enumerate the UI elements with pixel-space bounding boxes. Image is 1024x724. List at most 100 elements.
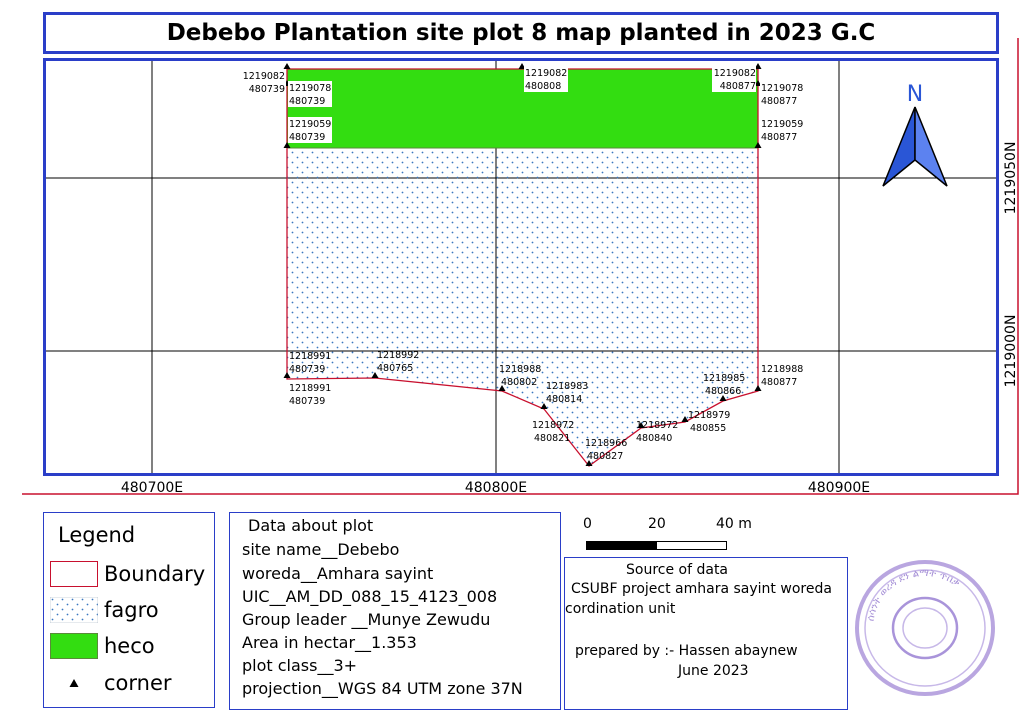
corner-label-n: 1219059 bbox=[289, 119, 331, 130]
corner-marker bbox=[754, 63, 762, 69]
corner-label-n: 1218988 bbox=[499, 364, 541, 375]
corner-label-n: 1219078 bbox=[289, 83, 331, 94]
corner-label-e: 480814 bbox=[546, 394, 582, 405]
corner-marker bbox=[371, 372, 379, 378]
corner-label: 1218988 480877 bbox=[761, 364, 803, 388]
boundary-swatch-icon bbox=[50, 561, 98, 587]
plot-info-heading: Data about plot bbox=[248, 516, 374, 535]
heco-swatch-icon bbox=[50, 633, 98, 659]
prepared-date: June 2023 bbox=[678, 663, 749, 679]
corner-marker bbox=[754, 142, 762, 148]
source-heading: Source of data bbox=[626, 562, 729, 578]
corner-label-n: 1219082 bbox=[243, 71, 285, 82]
heco-area bbox=[286, 68, 759, 149]
corner-label: 1218985 480866 bbox=[703, 373, 745, 397]
corner-label-n: 1218979 bbox=[688, 410, 730, 421]
corner-label: 1218992 480765 bbox=[377, 350, 419, 374]
legend-item-corner: corner bbox=[50, 668, 172, 698]
legend-label: Boundary bbox=[104, 562, 206, 586]
fagro-area bbox=[287, 148, 758, 466]
corner-label-e: 480855 bbox=[690, 423, 726, 434]
map-canvas: 1219082 480739 1219078 480739 1219059 48… bbox=[22, 38, 1019, 496]
corner-label-e: 480739 bbox=[289, 132, 325, 143]
corner-label: 1218972 480821 bbox=[532, 420, 574, 444]
corner-label-n: 1218991 bbox=[289, 383, 331, 394]
corner-marker bbox=[585, 460, 593, 466]
easting-label: 480800E bbox=[465, 480, 527, 496]
corner-label: 1219059 480877 bbox=[760, 117, 804, 143]
corner-marker bbox=[283, 63, 291, 69]
legend-label: corner bbox=[104, 671, 172, 695]
corner-label: 1218979 480855 bbox=[688, 410, 730, 434]
corner-label-n: 1218966 bbox=[585, 438, 627, 449]
easting-label: 480700E bbox=[121, 480, 183, 496]
corner-label-n: 1218991 bbox=[289, 351, 331, 362]
legend-item-heco: heco bbox=[50, 631, 155, 661]
corner-label-e: 480739 bbox=[289, 96, 325, 107]
scale-bar-graphic bbox=[586, 541, 727, 550]
scale-label: 0 bbox=[583, 516, 592, 532]
plot-info-line: projection__WGS 84 UTM zone 37N bbox=[242, 679, 523, 698]
corner-marker bbox=[637, 422, 645, 428]
corner-marker bbox=[681, 416, 689, 422]
corner-label: 1218991 480739 bbox=[289, 351, 331, 375]
northing-label: 1219000N bbox=[1003, 315, 1019, 388]
northing-label: 1219050N bbox=[1003, 142, 1019, 215]
easting-labels: 480700E 480800E 480900E bbox=[121, 480, 870, 496]
corner-label: 1219078 480877 bbox=[760, 81, 804, 107]
corner-label: 1218983 480814 bbox=[546, 381, 588, 405]
plot-info-line: Group leader __Munye Zewudu bbox=[242, 610, 491, 629]
prepared-by: prepared by :- Hassen abaynew bbox=[575, 643, 798, 659]
plot-info-panel: Data about plot site name__Debebo woreda… bbox=[229, 512, 561, 710]
corner-label-e: 480739 bbox=[289, 396, 325, 407]
corner-label-e: 480866 bbox=[705, 386, 741, 397]
map-title: Debebo Plantation site plot 8 map plante… bbox=[166, 20, 876, 46]
north-arrow-icon: N bbox=[882, 82, 948, 187]
corner-label-e: 480739 bbox=[289, 364, 325, 375]
corner-label-e: 480739 bbox=[249, 84, 285, 95]
corner-marker bbox=[498, 385, 506, 391]
plot-info-line: UIC__AM_DD_088_15_4123_008 bbox=[242, 587, 498, 606]
northing-labels: 1219050N 1219000N bbox=[1003, 142, 1019, 388]
corner-label: 1219082 480808 bbox=[524, 66, 568, 92]
source-line: CSUBF project amhara sayint woreda bbox=[571, 581, 832, 597]
north-label: N bbox=[907, 82, 923, 107]
plot-info-line: site name__Debebo bbox=[242, 540, 400, 559]
corner-label-e: 480808 bbox=[525, 81, 561, 92]
corner-label-e: 480877 bbox=[761, 132, 797, 143]
corner-label: 1218988 480802 bbox=[499, 364, 541, 388]
source-line: cordination unit bbox=[565, 601, 676, 617]
corner-label-n: 1219082 bbox=[714, 68, 756, 79]
corner-label-n: 1218988 bbox=[761, 364, 803, 375]
legend-label: heco bbox=[104, 634, 155, 658]
corner-marker bbox=[518, 63, 526, 69]
corner-marker bbox=[283, 372, 291, 378]
map-title-box: Debebo Plantation site plot 8 map plante… bbox=[43, 12, 999, 54]
corner-label-n: 1218992 bbox=[377, 350, 419, 361]
corner-marker bbox=[283, 142, 291, 148]
legend-panel: Legend Boundary fagro heco corner bbox=[43, 512, 215, 708]
corner-label-n: 1219059 bbox=[761, 119, 803, 130]
scale-label: 20 bbox=[648, 516, 666, 532]
corner-marker bbox=[754, 385, 762, 391]
plot-info-line: woreda__Amhara sayint bbox=[242, 564, 434, 583]
corner-label-n: 1218972 bbox=[532, 420, 574, 431]
corner-label-n: 1219082 bbox=[525, 68, 567, 79]
source-panel: Source of data CSUBF project amhara sayi… bbox=[564, 557, 848, 710]
corner-label-e: 480877 bbox=[720, 81, 756, 92]
corner-label-e: 480802 bbox=[501, 377, 537, 388]
official-stamp-icon: ሰሳንት ወረዳ ደን ልማት ጥበቃ bbox=[855, 560, 995, 696]
corner-label-e: 480840 bbox=[636, 433, 672, 444]
scale-label: 40 m bbox=[716, 516, 752, 532]
corner-label-e: 480765 bbox=[377, 363, 413, 374]
plot-info-line: Area in hectar__1.353 bbox=[242, 633, 417, 652]
scale-bar: 0 20 40 m bbox=[580, 514, 760, 558]
outer-grid-line bbox=[22, 38, 1019, 495]
corner-label-e: 480827 bbox=[587, 451, 623, 462]
plot-info-line: plot class__3+ bbox=[242, 656, 358, 675]
corner-label-n: 1218983 bbox=[546, 381, 588, 392]
fagro-swatch-icon bbox=[49, 596, 99, 624]
corner-label-n: 1218985 bbox=[703, 373, 745, 384]
corner-marker bbox=[754, 80, 762, 86]
corner-marker bbox=[540, 403, 548, 409]
